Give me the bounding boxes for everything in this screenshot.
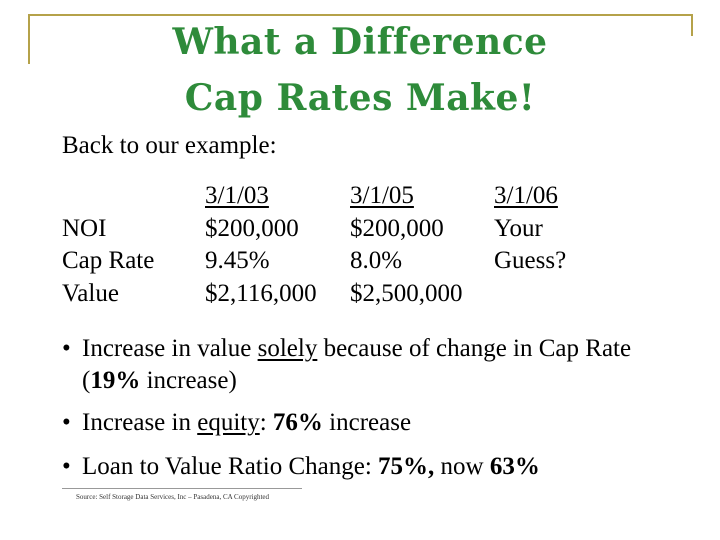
bullet-text-part: Loan to Value Ratio Change: [82, 453, 379, 480]
row-label-value: Value [62, 279, 119, 307]
bullet-emphasis-bold: 75%, [378, 453, 435, 480]
column-3-1-05: 3/1/05 $200,000 8.0% $2,500,000 [350, 180, 463, 310]
noi-cell: $200,000 [350, 214, 444, 242]
slide-title: What a Difference Cap Rates Make! [0, 14, 720, 126]
bullet-text-part: because of change in Cap Rate ( [82, 335, 632, 394]
row-label-header [62, 180, 154, 213]
cap-rate-cell: 8.0% [350, 247, 403, 274]
column-3-1-03: 3/1/03 $200,000 9.45% $2,116,000 [205, 180, 317, 310]
value-cell: $2,116,000 [205, 279, 317, 307]
bullet-ltv-change: • Loan to Value Ratio Change: 75%, now 6… [62, 451, 662, 483]
noi-cell: $200,000 [205, 214, 299, 242]
noi-cell: Your [494, 214, 543, 242]
source-divider [62, 488, 302, 489]
frame-top-rule [28, 14, 693, 16]
bullet-text-part: increase [322, 409, 412, 436]
frame-right-rule [691, 14, 693, 36]
intro-text: Back to our example: [62, 132, 277, 159]
bullet-text-part: Increase in [82, 409, 198, 436]
bullet-text: Loan to Value Ratio Change: 75%, now 63% [62, 451, 662, 483]
value-cell: $2,500,000 [350, 279, 463, 307]
source-note: Source: Self Storage Data Services, Inc … [76, 493, 270, 501]
row-label-noi: NOI [62, 214, 107, 242]
value-cell [494, 278, 566, 311]
title-line-1: What a Difference [172, 21, 548, 63]
column-3-1-06: 3/1/06 Your Guess? [494, 180, 566, 310]
bullet-marker: • [62, 409, 71, 436]
column-header: 3/1/06 [494, 182, 558, 209]
bullet-text-part: Increase in value [82, 335, 258, 362]
bullet-text: Increase in value solely because of chan… [62, 333, 662, 397]
row-labels-column: NOI Cap Rate Value [62, 180, 154, 310]
bullet-emphasis-bold: 63% [489, 453, 540, 480]
title-line-2: Cap Rates Make! [184, 77, 536, 119]
bullet-marker: • [62, 335, 71, 362]
bullet-emphasis-bold: 76% [272, 409, 323, 436]
bullet-equity-increase: • Increase in equity: 76% increase [62, 407, 662, 439]
frame-left-rule [28, 14, 30, 64]
bullet-text-part: : [259, 409, 273, 436]
bullet-cap-rate-increase: • Increase in value solely because of ch… [62, 333, 662, 397]
row-label-cap-rate: Cap Rate [62, 247, 155, 274]
bullet-emphasis-bold: 19% [90, 367, 141, 394]
cap-rate-cell: 9.45% [205, 247, 270, 274]
column-header: 3/1/05 [350, 182, 414, 209]
bullet-text: Increase in equity: 76% increase [62, 407, 662, 439]
cap-rate-cell: Guess? [494, 247, 567, 274]
bullet-marker: • [62, 453, 71, 480]
bullet-text-part: increase) [140, 367, 237, 394]
bullet-text-part: now [434, 453, 490, 480]
column-header: 3/1/03 [205, 182, 269, 209]
bullet-emphasis-underline: solely [257, 335, 318, 362]
bullet-emphasis-underline: equity [197, 409, 260, 436]
